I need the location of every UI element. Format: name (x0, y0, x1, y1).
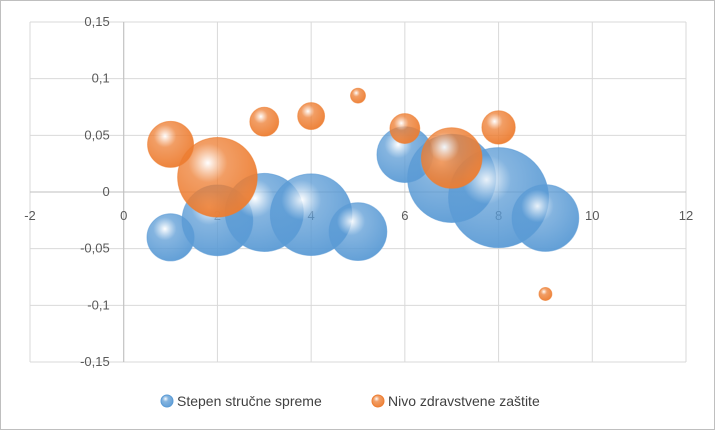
bubbles (146, 87, 580, 301)
x-tick-label: 0 (120, 208, 127, 223)
x-tick-label: 10 (585, 208, 599, 223)
x-tick-label: 12 (679, 208, 693, 223)
legend: Stepen stručne spreme Nivo zdravstvene za… (160, 393, 540, 409)
bubble-point (328, 202, 388, 262)
bubble-point (481, 110, 516, 145)
x-tick-label: -2 (24, 208, 36, 223)
y-tick-label: 0 (102, 184, 109, 199)
y-tick-label: -0,05 (80, 241, 110, 256)
bubble-point (249, 106, 280, 137)
bubble-point (389, 113, 421, 144)
bubble-point (297, 102, 326, 131)
axes (30, 22, 686, 362)
legend-marker (160, 394, 174, 408)
bubble-point (511, 184, 580, 252)
y-tick-label: 0,15 (84, 14, 109, 29)
bubble-point (177, 136, 258, 218)
legend-label: Nivo zdravstvene zaštite (388, 393, 540, 409)
y-tick-label: 0,05 (84, 127, 109, 142)
y-tick-label: -0,15 (80, 354, 110, 369)
y-tick-label: -0,1 (87, 297, 109, 312)
bubble-point (538, 287, 553, 301)
bubble-point (420, 127, 483, 189)
legend-label: Stepen stručne spreme (177, 393, 322, 409)
y-tick-label: 0,1 (92, 71, 110, 86)
gridlines (29, 21, 687, 363)
legend-marker (371, 394, 385, 408)
bubble-point (350, 87, 366, 104)
series-1 (147, 87, 553, 301)
bubble-point (147, 120, 195, 168)
x-tick-label: 6 (401, 208, 408, 223)
